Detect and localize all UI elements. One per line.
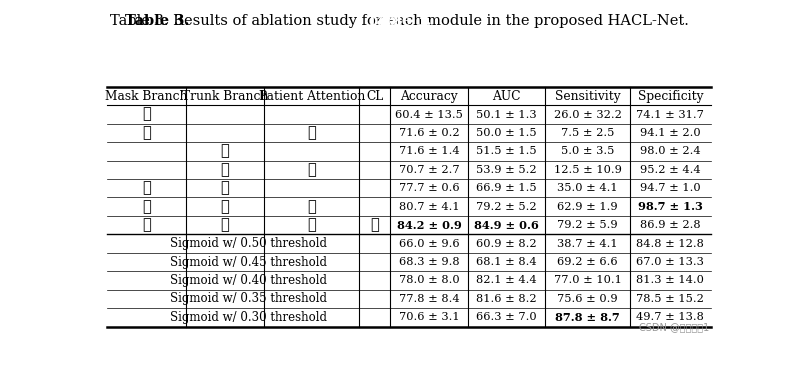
Text: 71.6 ± 1.4: 71.6 ± 1.4: [398, 146, 459, 156]
Text: AUC: AUC: [492, 90, 521, 103]
Text: ✓: ✓: [307, 126, 316, 140]
Text: 66.3 ± 7.0: 66.3 ± 7.0: [476, 312, 537, 322]
Text: ✓: ✓: [220, 200, 229, 214]
Text: 60.4 ± 13.5: 60.4 ± 13.5: [395, 110, 463, 120]
Text: 86.9 ± 2.8: 86.9 ± 2.8: [640, 220, 701, 230]
Text: Trunk Branch: Trunk Branch: [182, 90, 268, 103]
Text: Sigmoid w/ 0.50 threshold: Sigmoid w/ 0.50 threshold: [170, 237, 327, 250]
Text: Sensitivity: Sensitivity: [555, 90, 621, 103]
Text: 67.0 ± 13.3: 67.0 ± 13.3: [636, 257, 705, 267]
Text: ✓: ✓: [307, 163, 316, 177]
Text: 12.5 ± 10.9: 12.5 ± 10.9: [554, 165, 622, 175]
Text: 60.9 ± 8.2: 60.9 ± 8.2: [476, 238, 537, 249]
Text: ✓: ✓: [142, 126, 151, 140]
Text: 68.1 ± 8.4: 68.1 ± 8.4: [476, 257, 537, 267]
Text: 79.2 ± 5.2: 79.2 ± 5.2: [476, 202, 537, 212]
Text: 26.0 ± 32.2: 26.0 ± 32.2: [554, 110, 622, 120]
Text: 77.7 ± 0.6: 77.7 ± 0.6: [398, 183, 459, 193]
Text: 49.7 ± 13.8: 49.7 ± 13.8: [636, 312, 705, 322]
Text: 78.0 ± 8.0: 78.0 ± 8.0: [398, 276, 459, 285]
Text: 87.8 ± 8.7: 87.8 ± 8.7: [555, 312, 620, 323]
Text: ✓: ✓: [142, 200, 151, 214]
Text: 68.3 ± 9.8: 68.3 ± 9.8: [398, 257, 459, 267]
Text: 53.9 ± 5.2: 53.9 ± 5.2: [476, 165, 537, 175]
Text: 74.1 ± 31.7: 74.1 ± 31.7: [636, 110, 705, 120]
Text: 94.1 ± 2.0: 94.1 ± 2.0: [640, 128, 701, 138]
Text: ✓: ✓: [220, 144, 229, 158]
Text: ✓: ✓: [220, 218, 229, 232]
Text: Patient Attention: Patient Attention: [259, 90, 365, 103]
Text: 77.8 ± 8.4: 77.8 ± 8.4: [398, 294, 459, 304]
Text: 80.7 ± 4.1: 80.7 ± 4.1: [398, 202, 459, 212]
Text: 71.6 ± 0.2: 71.6 ± 0.2: [398, 128, 459, 138]
Text: ✓: ✓: [220, 181, 229, 195]
Text: 51.5 ± 1.5: 51.5 ± 1.5: [476, 146, 537, 156]
Text: 7.5 ± 2.5: 7.5 ± 2.5: [561, 128, 614, 138]
Text: 38.7 ± 4.1: 38.7 ± 4.1: [557, 238, 618, 249]
Text: Table 3.: Table 3.: [125, 14, 189, 28]
Text: 66.0 ± 9.6: 66.0 ± 9.6: [398, 238, 459, 249]
Text: Sigmoid w/ 0.40 threshold: Sigmoid w/ 0.40 threshold: [170, 274, 327, 287]
Text: Accuracy: Accuracy: [400, 90, 458, 103]
Text: 81.3 ± 14.0: 81.3 ± 14.0: [636, 276, 705, 285]
Text: ✓: ✓: [142, 108, 151, 122]
Text: 70.6 ± 3.1: 70.6 ± 3.1: [398, 312, 459, 322]
Text: Sigmoid w/ 0.30 threshold: Sigmoid w/ 0.30 threshold: [170, 311, 327, 324]
Text: 5.0 ± 3.5: 5.0 ± 3.5: [561, 146, 614, 156]
Text: 69.2 ± 6.6: 69.2 ± 6.6: [557, 257, 618, 267]
Text: Table 3.: Table 3.: [367, 14, 431, 28]
Text: 84.8 ± 12.8: 84.8 ± 12.8: [636, 238, 705, 249]
Text: 70.7 ± 2.7: 70.7 ± 2.7: [398, 165, 459, 175]
Text: 98.0 ± 2.4: 98.0 ± 2.4: [640, 146, 701, 156]
Text: CL: CL: [366, 90, 383, 103]
Text: 62.9 ± 1.9: 62.9 ± 1.9: [557, 202, 618, 212]
Text: 82.1 ± 4.4: 82.1 ± 4.4: [476, 276, 537, 285]
Text: Sigmoid w/ 0.35 threshold: Sigmoid w/ 0.35 threshold: [170, 292, 327, 305]
Text: 50.1 ± 1.3: 50.1 ± 1.3: [476, 110, 537, 120]
Text: 66.9 ± 1.5: 66.9 ± 1.5: [476, 183, 537, 193]
Text: 84.9 ± 0.6: 84.9 ± 0.6: [474, 220, 539, 231]
Text: ✓: ✓: [220, 163, 229, 177]
Text: 94.7 ± 1.0: 94.7 ± 1.0: [640, 183, 701, 193]
Text: 79.2 ± 5.9: 79.2 ± 5.9: [557, 220, 618, 230]
Text: 77.0 ± 10.1: 77.0 ± 10.1: [554, 276, 622, 285]
Text: 75.6 ± 0.9: 75.6 ± 0.9: [557, 294, 618, 304]
Text: Specificity: Specificity: [638, 90, 703, 103]
Text: CSDN @小杨小楱1: CSDN @小杨小楱1: [638, 322, 709, 332]
Text: 84.2 ± 0.9: 84.2 ± 0.9: [397, 220, 461, 231]
Text: 50.0 ± 1.5: 50.0 ± 1.5: [476, 128, 537, 138]
Text: Mask Branch: Mask Branch: [105, 90, 188, 103]
Text: ✓: ✓: [307, 200, 316, 214]
Text: 95.2 ± 4.4: 95.2 ± 4.4: [640, 165, 701, 175]
Text: 78.5 ± 15.2: 78.5 ± 15.2: [636, 294, 705, 304]
Text: ✓: ✓: [142, 181, 151, 195]
Text: ✓: ✓: [370, 218, 379, 232]
Text: 81.6 ± 8.2: 81.6 ± 8.2: [476, 294, 537, 304]
Text: Sigmoid w/ 0.45 threshold: Sigmoid w/ 0.45 threshold: [170, 255, 327, 268]
Text: Table 3. Results of ablation study for each module in the proposed HACL-Net.: Table 3. Results of ablation study for e…: [109, 14, 689, 28]
Text: 98.7 ± 1.3: 98.7 ± 1.3: [638, 201, 703, 212]
Text: ✓: ✓: [307, 218, 316, 232]
Text: ✓: ✓: [142, 218, 151, 232]
Text: 35.0 ± 4.1: 35.0 ± 4.1: [557, 183, 618, 193]
